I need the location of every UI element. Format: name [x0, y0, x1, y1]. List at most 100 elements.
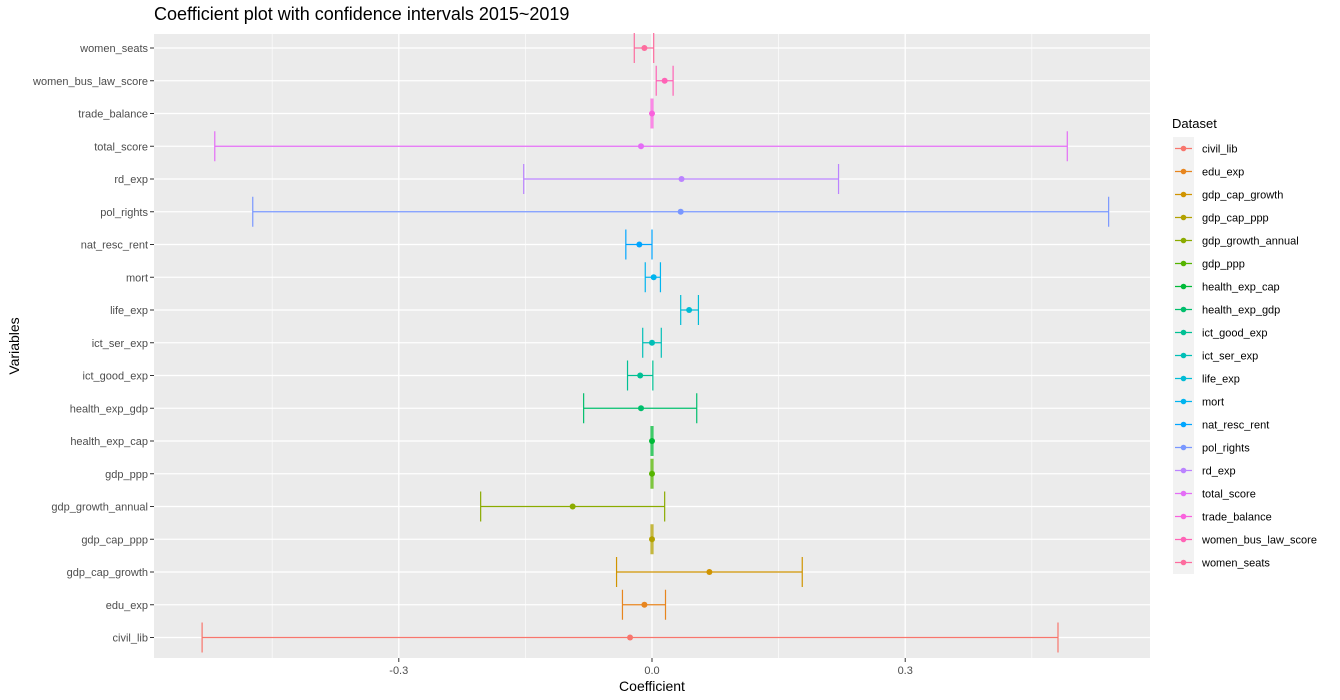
- x-tick-label: 0.0: [644, 665, 659, 677]
- legend-key-point: [1180, 375, 1187, 382]
- y-tick-label: ict_good_exp: [83, 371, 148, 383]
- legend-key-point: [1180, 559, 1187, 566]
- point-ict-ser-exp: [649, 339, 655, 346]
- x-tick-labels: -0.3 0.0 0.3: [389, 658, 913, 677]
- legend-label: gdp_cap_growth: [1202, 190, 1283, 202]
- chart-title: Coefficient plot with confidence interva…: [154, 4, 569, 24]
- legend: Dataset civil_lib edu_exp gdp_cap_growthgd…: [1172, 116, 1317, 574]
- legend-label: women_bus_law_score: [1201, 535, 1317, 547]
- legend-label: health_exp_cap: [1202, 282, 1280, 294]
- legend-key-point: [1180, 237, 1187, 244]
- y-tick-label: ict_ser_exp: [92, 338, 148, 350]
- point-gdp-growth-annual: [569, 503, 576, 510]
- legend-label: women_seats: [1201, 558, 1270, 570]
- x-tick-label: 0.3: [898, 665, 913, 677]
- legend-item-pol-rights: pol_rights: [1173, 436, 1250, 459]
- y-tick-label: trade_balance: [78, 109, 148, 121]
- legend-item-total-score: total_score: [1173, 482, 1256, 505]
- legend-item-ict-ser-exp: ict_ser_exp: [1173, 344, 1258, 367]
- legend-key-point: [1180, 421, 1187, 428]
- y-tick-label: gdp_growth_annual: [51, 502, 148, 514]
- point-women-bus-law-score: [661, 77, 668, 84]
- y-tick-label: gdp_ppp: [105, 469, 148, 481]
- legend-label: mort: [1202, 397, 1224, 409]
- legend-label: gdp_cap_ppp: [1202, 213, 1269, 225]
- y-tick-label: nat_resc_rent: [81, 240, 148, 252]
- legend-key-point: [1180, 168, 1187, 175]
- y-tick-label: gdp_cap_ppp: [81, 534, 148, 546]
- legend-key-point: [1180, 214, 1187, 221]
- legend-key-point: [1180, 260, 1187, 267]
- point-gdp-cap-ppp: [649, 536, 655, 543]
- legend-key-point: [1180, 398, 1187, 405]
- legend-item-rd-exp: rd_exp: [1173, 459, 1236, 482]
- point-trade-balance: [649, 110, 655, 117]
- point-mort: [650, 274, 657, 281]
- y-tick-label: gdp_cap_growth: [67, 567, 148, 579]
- legend-item-trade-balance: trade_balance: [1173, 505, 1272, 528]
- legend-item-women-seats: women_seats: [1173, 551, 1270, 574]
- point-total-score: [638, 143, 645, 150]
- y-tick-label: women_seats: [79, 43, 148, 55]
- point-rd-exp: [678, 176, 685, 182]
- y-tick-labels: civil_lib edu_exp gdp_cap_growth gdp_cap_pp…: [32, 43, 154, 645]
- point-civil-lib: [627, 634, 634, 641]
- y-tick-label: rd_exp: [114, 174, 148, 186]
- x-tick-label: -0.3: [389, 665, 408, 677]
- point-edu-exp: [641, 601, 648, 608]
- legend-item-health-exp-gdp: health_exp_gdp: [1173, 298, 1280, 321]
- point-nat-resc-rent: [636, 241, 643, 248]
- legend-key-point: [1180, 536, 1187, 543]
- legend-item-gdp-ppp: gdp_ppp: [1173, 252, 1245, 275]
- y-tick-label: life_exp: [110, 305, 148, 317]
- legend-label: ict_ser_exp: [1202, 351, 1258, 363]
- legend-item-edu-exp: edu_exp: [1173, 160, 1244, 183]
- legend-item-gdp-growth-annual: gdp_growth_annual: [1173, 229, 1299, 252]
- legend-item-gdp-cap-growth: gdp_cap_growth: [1173, 183, 1283, 206]
- y-tick-label: edu_exp: [106, 600, 148, 612]
- legend-item-gdp-cap-ppp: gdp_cap_ppp: [1173, 206, 1269, 229]
- y-tick-label: total_score: [94, 141, 148, 153]
- legend-label: gdp_ppp: [1202, 259, 1245, 271]
- legend-key-point: [1180, 352, 1187, 359]
- point-gdp-cap-growth: [706, 569, 713, 575]
- y-tick-label: pol_rights: [100, 207, 148, 219]
- legend-title: Dataset: [1172, 116, 1217, 131]
- y-axis-title: Variables: [6, 317, 22, 374]
- point-ict-good-exp: [637, 372, 644, 379]
- legend-label: trade_balance: [1202, 512, 1272, 524]
- legend-item-civil-lib: civil_lib: [1173, 137, 1237, 160]
- legend-item-life-exp: life_exp: [1173, 367, 1240, 390]
- legend-label: health_exp_gdp: [1202, 305, 1280, 317]
- legend-label: edu_exp: [1202, 167, 1244, 179]
- legend-key-point: [1180, 329, 1187, 336]
- y-tick-label: civil_lib: [113, 633, 148, 645]
- point-health-exp-cap: [649, 438, 655, 444]
- point-life-exp: [686, 307, 693, 313]
- point-health-exp-gdp: [638, 405, 645, 412]
- legend-item-mort: mort: [1173, 390, 1224, 413]
- legend-key-point: [1180, 490, 1187, 497]
- legend-label: ict_good_exp: [1202, 328, 1267, 340]
- legend-item-ict-good-exp: ict_good_exp: [1173, 321, 1267, 344]
- legend-label: rd_exp: [1202, 466, 1236, 478]
- legend-label: nat_resc_rent: [1202, 420, 1269, 432]
- legend-item-nat-resc-rent: nat_resc_rent: [1173, 413, 1269, 436]
- y-tick-label: mort: [126, 272, 148, 284]
- point-women-seats: [641, 45, 648, 51]
- legend-key-point: [1180, 145, 1187, 152]
- legend-label: life_exp: [1202, 374, 1240, 386]
- legend-key-point: [1180, 444, 1187, 451]
- legend-key-point: [1180, 513, 1187, 520]
- point-gdp-ppp: [649, 470, 655, 477]
- y-tick-label: women_bus_law_score: [32, 76, 148, 88]
- legend-key-point: [1180, 191, 1187, 198]
- point-pol-rights: [677, 208, 684, 215]
- legend-label: civil_lib: [1202, 144, 1237, 156]
- legend-item-health-exp-cap: health_exp_cap: [1173, 275, 1280, 298]
- legend-label: gdp_growth_annual: [1202, 236, 1299, 248]
- x-axis-title: Coefficient: [619, 678, 685, 694]
- legend-label: pol_rights: [1202, 443, 1250, 455]
- legend-item-women-bus-law-score: women_bus_law_score: [1173, 528, 1317, 551]
